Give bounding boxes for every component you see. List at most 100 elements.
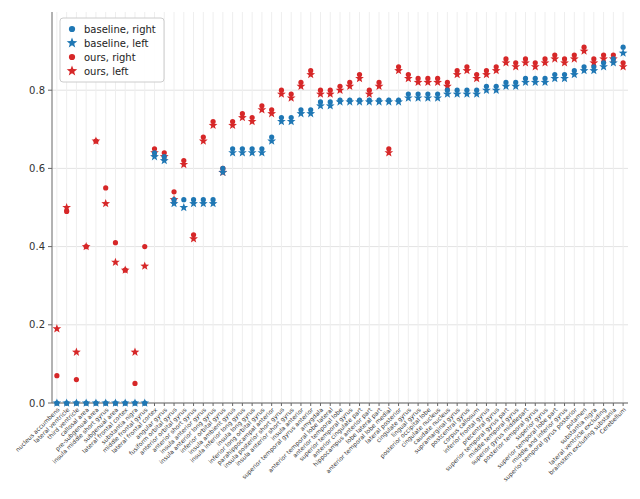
x-tick-label: Cerebellum: [598, 406, 627, 435]
point: [279, 115, 284, 120]
legend-label: baseline, right: [84, 24, 156, 35]
point: [259, 103, 264, 108]
x-grid-line: [232, 12, 233, 403]
axes: 0.00.20.40.60.8nucleus accumbenslateral …: [14, 12, 628, 483]
point: [93, 138, 98, 143]
legend-marker: [69, 54, 75, 60]
point: [474, 72, 479, 77]
point: [140, 262, 149, 270]
point: [259, 146, 264, 151]
x-grid-line: [476, 12, 477, 403]
point: [308, 107, 313, 112]
point: [171, 189, 176, 194]
x-grid-line: [252, 12, 253, 403]
point: [591, 64, 596, 69]
point: [289, 92, 294, 97]
point: [123, 400, 128, 405]
point: [279, 88, 284, 93]
x-grid-line: [261, 12, 262, 403]
y-tick-label: 0.2: [29, 319, 45, 330]
point: [503, 80, 508, 85]
point: [53, 324, 62, 332]
x-grid-line: [369, 12, 370, 403]
point: [289, 115, 294, 120]
point: [210, 197, 215, 202]
point: [523, 76, 528, 81]
point: [152, 150, 157, 155]
point: [84, 400, 89, 405]
point: [581, 64, 586, 69]
point: [93, 400, 98, 405]
point: [562, 56, 567, 61]
point: [445, 80, 450, 85]
point: [142, 400, 147, 405]
point: [181, 197, 186, 202]
y-grid-line: [52, 403, 628, 404]
point: [113, 240, 118, 245]
x-tick-label: anterior temporal lobe medial: [324, 406, 393, 475]
x-tick-label: brainstem excluding substania: [547, 406, 618, 477]
point: [111, 398, 120, 406]
point: [347, 80, 352, 85]
x-grid-line: [349, 12, 350, 403]
x-axis-line: [52, 403, 628, 404]
point: [131, 398, 140, 406]
point: [435, 92, 440, 97]
point: [345, 97, 354, 105]
x-grid-line: [193, 12, 194, 403]
point: [406, 72, 411, 77]
point: [113, 400, 118, 405]
point: [591, 56, 596, 61]
legend: baseline, rightbaseline, leftours, right…: [60, 18, 164, 82]
point: [111, 258, 120, 266]
point: [425, 76, 430, 81]
point: [181, 158, 186, 163]
point: [220, 166, 225, 171]
point: [240, 146, 245, 151]
point: [533, 60, 538, 65]
point: [367, 97, 372, 102]
point: [376, 80, 381, 85]
legend-box: [60, 18, 164, 82]
point: [494, 64, 499, 69]
point: [298, 107, 303, 112]
marks: [53, 45, 628, 407]
point: [142, 244, 147, 249]
point: [328, 99, 333, 104]
x-grid-line: [300, 12, 301, 403]
point: [62, 398, 71, 406]
point: [103, 400, 108, 405]
x-grid-line: [281, 12, 282, 403]
point: [376, 97, 381, 102]
series: [54, 45, 625, 386]
point: [220, 166, 225, 171]
y-tick-label: 0.8: [29, 85, 45, 96]
x-grid-line: [545, 12, 546, 403]
x-grid-line: [408, 12, 409, 403]
x-tick-label: lateral ventricle excluding: [547, 406, 608, 467]
point: [131, 348, 140, 356]
x-grid-line: [222, 12, 223, 403]
series: [53, 47, 628, 356]
x-grid-line: [623, 12, 624, 403]
point: [455, 88, 460, 93]
point: [552, 72, 557, 77]
point: [308, 68, 313, 73]
point: [416, 92, 421, 97]
y-axis-line: [52, 12, 53, 403]
x-grid-line: [603, 12, 604, 403]
point: [386, 97, 391, 102]
legend-marker: [67, 65, 78, 75]
x-grid-line: [359, 12, 360, 403]
point: [484, 68, 489, 73]
point: [406, 92, 411, 97]
point: [425, 92, 430, 97]
point: [191, 232, 196, 237]
point: [103, 185, 108, 190]
point: [601, 60, 606, 65]
x-grid-line: [388, 12, 389, 403]
x-grid-line: [213, 12, 214, 403]
point: [132, 381, 137, 386]
y-tick-label: 0.6: [29, 163, 45, 174]
x-grid-line: [505, 12, 506, 403]
